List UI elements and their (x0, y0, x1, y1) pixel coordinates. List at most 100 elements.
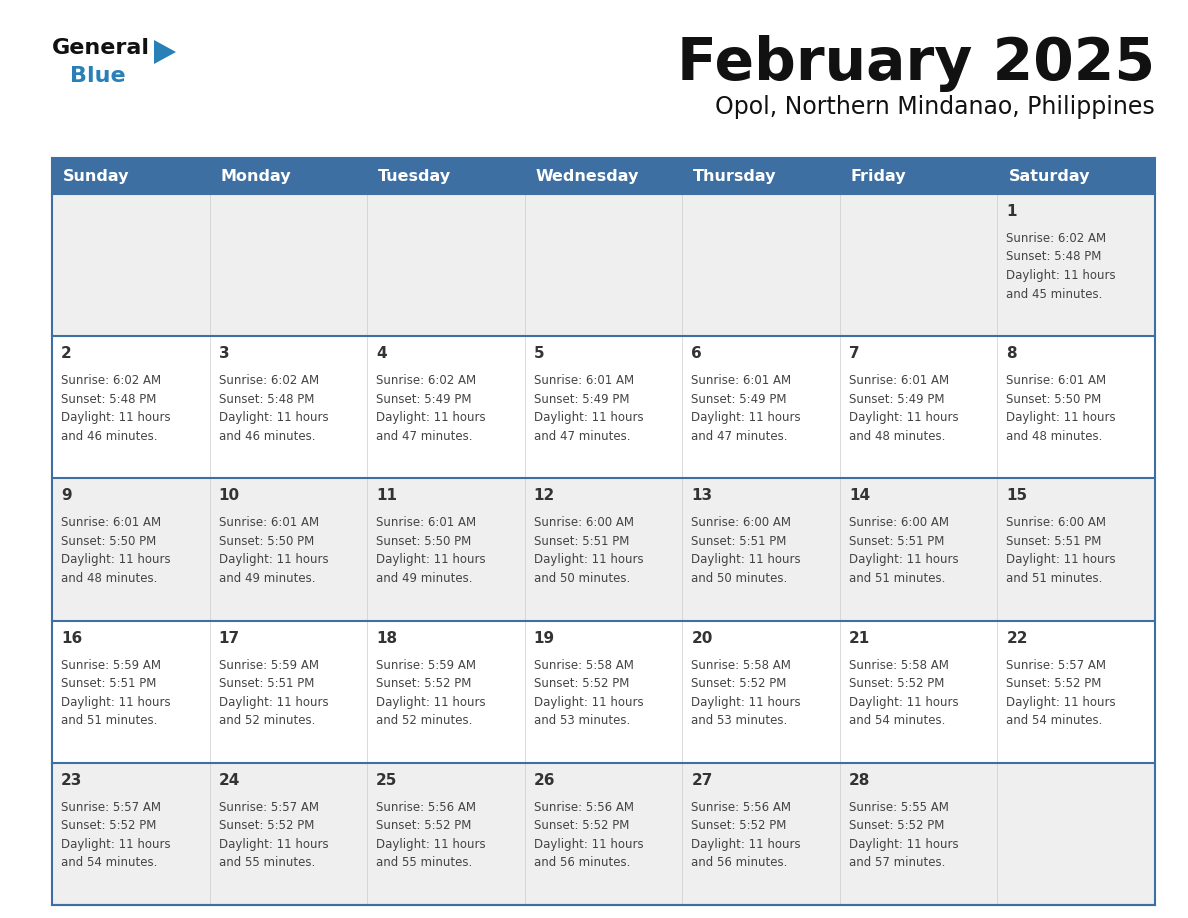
Text: Daylight: 11 hours: Daylight: 11 hours (377, 411, 486, 424)
Text: February 2025: February 2025 (677, 35, 1155, 92)
Text: Daylight: 11 hours: Daylight: 11 hours (1006, 269, 1116, 282)
Text: Sunrise: 6:02 AM: Sunrise: 6:02 AM (219, 375, 318, 387)
Text: Sunrise: 5:58 AM: Sunrise: 5:58 AM (691, 658, 791, 672)
Text: Daylight: 11 hours: Daylight: 11 hours (849, 838, 959, 851)
Bar (367, 478, 525, 621)
Text: 21: 21 (849, 631, 870, 645)
Text: Sunset: 5:51 PM: Sunset: 5:51 PM (1006, 535, 1101, 548)
Bar (367, 158, 525, 194)
Text: Sunset: 5:51 PM: Sunset: 5:51 PM (219, 677, 314, 690)
Text: Sunset: 5:52 PM: Sunset: 5:52 PM (61, 819, 157, 833)
Text: and 51 minutes.: and 51 minutes. (849, 572, 946, 585)
Bar (525, 194, 682, 336)
Text: 15: 15 (1006, 488, 1028, 503)
Text: Sunrise: 6:01 AM: Sunrise: 6:01 AM (849, 375, 949, 387)
Bar (998, 478, 1155, 621)
Bar (525, 621, 682, 763)
Text: Sunrise: 5:56 AM: Sunrise: 5:56 AM (377, 800, 476, 813)
Text: Sunset: 5:52 PM: Sunset: 5:52 PM (533, 819, 630, 833)
Bar (209, 194, 367, 336)
Bar (840, 478, 998, 621)
Text: Sunrise: 6:00 AM: Sunrise: 6:00 AM (691, 517, 791, 530)
Text: and 50 minutes.: and 50 minutes. (691, 572, 788, 585)
Text: Friday: Friday (851, 169, 906, 184)
Text: Sunrise: 5:55 AM: Sunrise: 5:55 AM (849, 800, 949, 813)
Text: and 46 minutes.: and 46 minutes. (219, 430, 315, 442)
Text: 17: 17 (219, 631, 240, 645)
Text: Sunrise: 6:00 AM: Sunrise: 6:00 AM (1006, 517, 1106, 530)
Bar (840, 763, 998, 905)
Text: Sunset: 5:50 PM: Sunset: 5:50 PM (219, 535, 314, 548)
Text: Sunset: 5:52 PM: Sunset: 5:52 PM (691, 819, 786, 833)
Text: Sunset: 5:50 PM: Sunset: 5:50 PM (377, 535, 472, 548)
Text: Daylight: 11 hours: Daylight: 11 hours (533, 554, 644, 566)
Text: 5: 5 (533, 346, 544, 361)
Bar (52, 621, 209, 763)
Text: Sunset: 5:48 PM: Sunset: 5:48 PM (219, 393, 314, 406)
Text: Sunrise: 6:02 AM: Sunrise: 6:02 AM (377, 375, 476, 387)
Text: Thursday: Thursday (694, 169, 777, 184)
Text: Blue: Blue (70, 66, 126, 86)
Bar (52, 158, 1155, 905)
Text: 2: 2 (61, 346, 71, 361)
Text: and 48 minutes.: and 48 minutes. (1006, 430, 1102, 442)
Text: 9: 9 (61, 488, 71, 503)
Bar (525, 478, 682, 621)
Text: Sunrise: 6:01 AM: Sunrise: 6:01 AM (377, 517, 476, 530)
Text: and 54 minutes.: and 54 minutes. (1006, 714, 1102, 727)
Bar (998, 336, 1155, 478)
Bar (840, 621, 998, 763)
Bar (682, 194, 840, 336)
Bar (52, 158, 209, 194)
Text: Daylight: 11 hours: Daylight: 11 hours (691, 696, 801, 709)
Text: Sunset: 5:48 PM: Sunset: 5:48 PM (1006, 251, 1101, 263)
Text: Sunset: 5:52 PM: Sunset: 5:52 PM (377, 819, 472, 833)
Text: Daylight: 11 hours: Daylight: 11 hours (691, 554, 801, 566)
Text: 26: 26 (533, 773, 555, 788)
Text: and 46 minutes.: and 46 minutes. (61, 430, 158, 442)
Text: Sunday: Sunday (63, 169, 129, 184)
Text: and 54 minutes.: and 54 minutes. (849, 714, 946, 727)
Text: and 45 minutes.: and 45 minutes. (1006, 287, 1102, 300)
Text: Sunset: 5:51 PM: Sunset: 5:51 PM (849, 535, 944, 548)
Bar (209, 158, 367, 194)
Text: Daylight: 11 hours: Daylight: 11 hours (219, 554, 328, 566)
Text: 7: 7 (849, 346, 859, 361)
Bar (998, 158, 1155, 194)
Text: and 55 minutes.: and 55 minutes. (219, 856, 315, 869)
Text: Sunset: 5:49 PM: Sunset: 5:49 PM (377, 393, 472, 406)
Bar (367, 621, 525, 763)
Text: Daylight: 11 hours: Daylight: 11 hours (1006, 411, 1116, 424)
Bar (682, 763, 840, 905)
Text: Daylight: 11 hours: Daylight: 11 hours (61, 838, 171, 851)
Text: Sunset: 5:51 PM: Sunset: 5:51 PM (691, 535, 786, 548)
Text: Sunrise: 5:59 AM: Sunrise: 5:59 AM (377, 658, 476, 672)
Text: 25: 25 (377, 773, 398, 788)
Polygon shape (154, 40, 176, 64)
Bar (682, 478, 840, 621)
Text: and 51 minutes.: and 51 minutes. (1006, 572, 1102, 585)
Text: Sunset: 5:49 PM: Sunset: 5:49 PM (849, 393, 944, 406)
Text: Sunset: 5:52 PM: Sunset: 5:52 PM (219, 819, 314, 833)
Text: Sunset: 5:52 PM: Sunset: 5:52 PM (849, 677, 944, 690)
Text: 1: 1 (1006, 204, 1017, 219)
Text: and 51 minutes.: and 51 minutes. (61, 714, 157, 727)
Text: Sunrise: 6:01 AM: Sunrise: 6:01 AM (1006, 375, 1106, 387)
Text: Sunset: 5:52 PM: Sunset: 5:52 PM (377, 677, 472, 690)
Text: and 49 minutes.: and 49 minutes. (219, 572, 315, 585)
Bar (840, 158, 998, 194)
Text: 24: 24 (219, 773, 240, 788)
Text: Daylight: 11 hours: Daylight: 11 hours (1006, 696, 1116, 709)
Text: Daylight: 11 hours: Daylight: 11 hours (691, 411, 801, 424)
Text: Daylight: 11 hours: Daylight: 11 hours (533, 411, 644, 424)
Text: Sunrise: 5:58 AM: Sunrise: 5:58 AM (533, 658, 633, 672)
Bar (998, 194, 1155, 336)
Bar (840, 336, 998, 478)
Text: Daylight: 11 hours: Daylight: 11 hours (219, 411, 328, 424)
Bar (525, 763, 682, 905)
Bar (367, 763, 525, 905)
Text: Daylight: 11 hours: Daylight: 11 hours (61, 554, 171, 566)
Bar (209, 763, 367, 905)
Text: Daylight: 11 hours: Daylight: 11 hours (377, 696, 486, 709)
Text: Sunset: 5:52 PM: Sunset: 5:52 PM (1006, 677, 1101, 690)
